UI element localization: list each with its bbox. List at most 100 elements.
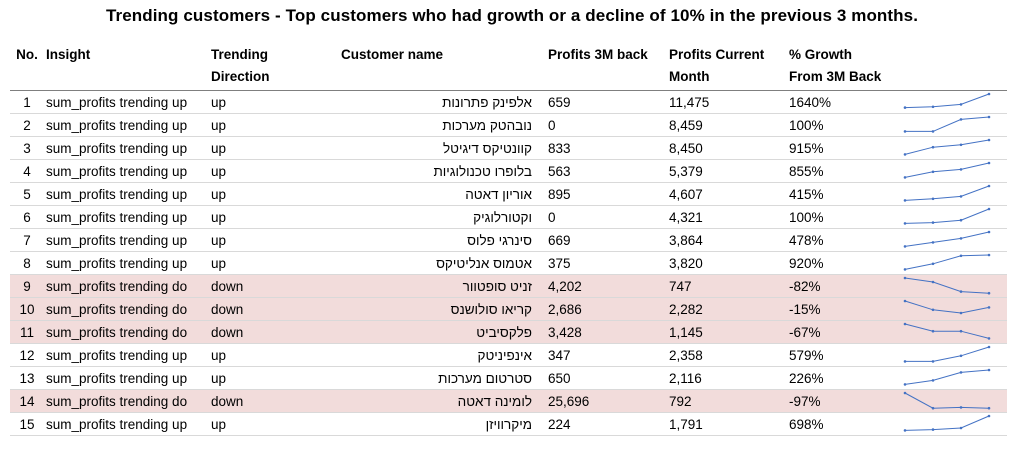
sparkline-cell: [899, 228, 1007, 252]
header-profits-3m-back: Profits 3M back: [546, 44, 667, 91]
sparkline-chart: [903, 115, 991, 133]
sparkline-cell: [899, 366, 1007, 390]
direction-cell: up: [209, 251, 339, 275]
sparkline-chart: [903, 322, 991, 340]
direction-cell: up: [209, 366, 339, 390]
sparkline-point: [959, 168, 963, 171]
profits-3m-cell: 347: [546, 343, 667, 367]
profits-current-cell: 3,820: [667, 251, 787, 275]
sparkline-point: [903, 360, 907, 363]
sparkline-point: [987, 115, 991, 119]
insight-cell: sum_profits trending up: [44, 182, 209, 206]
sparkline-chart: [903, 92, 991, 109]
sparkline-point: [987, 207, 991, 211]
growth-cell: 915%: [787, 136, 899, 160]
insight-cell: sum_profits trending up: [44, 251, 209, 275]
table-row: 8 sum_profits trending up up אטמוס אנליטיקס…: [10, 251, 1007, 275]
sparkline-point: [987, 406, 991, 410]
customer-name-cell: נובהטק מערכות: [339, 113, 546, 137]
sparkline-point: [959, 371, 963, 374]
direction-cell: up: [209, 159, 339, 183]
profits-3m-cell: 25,696: [546, 389, 667, 413]
profits-3m-cell: 4,202: [546, 274, 667, 298]
sparkline-point: [959, 103, 963, 106]
growth-cell: 920%: [787, 251, 899, 275]
table-row: 9 sum_profits trending do down זניט סופטוור…: [10, 274, 1007, 298]
customer-name-cell: קריאו סולושנס: [339, 297, 546, 321]
customer-name-cell: זניט סופטוור: [339, 274, 546, 298]
sparkline-point: [931, 262, 935, 266]
sparkline-cell: [899, 159, 1007, 183]
customer-name-cell: לומינה דאטה: [339, 389, 546, 413]
growth-cell: 579%: [787, 343, 899, 367]
profits-3m-cell: 0: [546, 205, 667, 229]
sparkline-point: [987, 253, 991, 257]
sparkline-point: [987, 230, 991, 234]
header-growth: % Growth From 3M Back: [787, 44, 899, 91]
sparkline-point: [931, 145, 935, 149]
sparkline-line: [904, 231, 990, 247]
table-row: 7 sum_profits trending up up סינרגי פלוס 669…: [10, 228, 1007, 252]
sparkline-chart: [903, 276, 991, 295]
sparkline-cell: [899, 136, 1007, 160]
profits-3m-cell: 833: [546, 136, 667, 160]
profits-current-cell: 8,459: [667, 113, 787, 137]
direction-cell: down: [209, 320, 339, 344]
profits-current-cell: 4,607: [667, 182, 787, 206]
customer-name-cell: קוונטיקס דיגיטל: [339, 136, 546, 160]
insight-cell: sum_profits trending up: [44, 159, 209, 183]
profits-current-cell: 5,379: [667, 159, 787, 183]
sparkline-point: [987, 345, 991, 349]
header-growth-line1: % Growth: [789, 47, 852, 62]
sparkline-cell: [899, 343, 1007, 367]
header-trending-direction-line2: Direction: [211, 69, 270, 84]
row-number: 8: [10, 251, 44, 275]
header-profits-current-line2: Month: [669, 69, 710, 84]
sparkline-line: [904, 254, 990, 270]
sparkline-point: [931, 197, 935, 201]
insight-cell: sum_profits trending up: [44, 412, 209, 436]
sparkline-line: [904, 162, 990, 178]
sparkline-point: [987, 92, 991, 96]
growth-cell: 226%: [787, 366, 899, 390]
sparkline-point: [959, 237, 963, 240]
header-profits-current-month: Profits Current Month: [667, 44, 787, 91]
direction-cell: up: [209, 205, 339, 229]
customer-name-cell: אינפיניטק: [339, 343, 546, 367]
sparkline-line: [904, 93, 990, 109]
insight-cell: sum_profits trending up: [44, 136, 209, 160]
sparkline-point: [987, 138, 991, 142]
sparkline-line: [904, 323, 990, 339]
table-row: 1 sum_profits trending up up אלפינק פתרונות…: [10, 90, 1007, 114]
sparkline-point: [931, 105, 935, 109]
report-title: Trending customers - Top customers who h…: [105, 6, 919, 25]
header-trending-direction-line1: Trending: [211, 47, 268, 62]
sparkline-chart: [903, 345, 991, 363]
sparkline-cell: [899, 113, 1007, 137]
sparkline-point: [987, 337, 991, 340]
sparkline-point: [903, 106, 907, 109]
sparkline-cell: [899, 251, 1007, 275]
growth-cell: 478%: [787, 228, 899, 252]
sparkline-chart: [903, 207, 991, 225]
insight-cell: sum_profits trending do: [44, 320, 209, 344]
sparkline-point: [959, 354, 963, 358]
sparkline-chart: [903, 391, 991, 410]
insight-cell: sum_profits trending up: [44, 205, 209, 229]
profits-current-cell: 1,791: [667, 412, 787, 436]
sparkline-chart: [903, 368, 991, 386]
header-trending-direction: Trending Direction: [209, 44, 339, 91]
customer-name-cell: מיקרוויזן: [339, 412, 546, 436]
header-sparkline: [899, 44, 1007, 91]
sparkline-line: [904, 415, 990, 431]
sparkline-point: [903, 276, 907, 280]
table-row: 4 sum_profits trending up up בלופרו טכנולוג…: [10, 159, 1007, 183]
table-row: 11 sum_profits trending do down פלקסיביט 3,4…: [10, 320, 1007, 344]
direction-cell: up: [209, 182, 339, 206]
sparkline-point: [903, 391, 907, 395]
insight-cell: sum_profits trending up: [44, 366, 209, 390]
table-row: 15 sum_profits trending up up מיקרוויזן 224 1…: [10, 412, 1007, 436]
table-row: 12 sum_profits trending up up אינפיניטק 347 2…: [10, 343, 1007, 367]
sparkline-point: [903, 130, 907, 133]
row-number: 10: [10, 297, 44, 321]
